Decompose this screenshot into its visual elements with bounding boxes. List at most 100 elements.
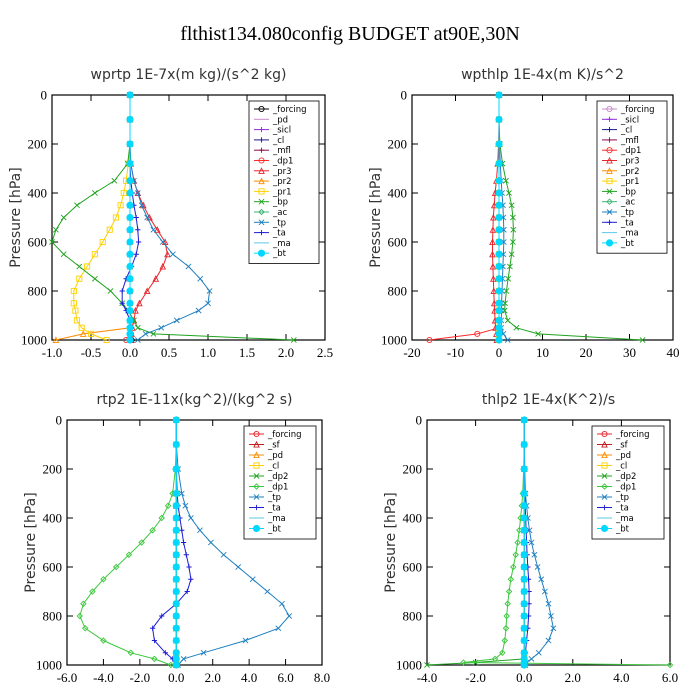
legend-marker [258, 188, 265, 195]
x-tick-label: 30 [623, 345, 636, 360]
series-point [510, 226, 517, 233]
series-point [87, 330, 95, 337]
series-point [164, 502, 172, 509]
series-point [144, 214, 151, 221]
legend-label: _mfl [620, 136, 639, 146]
series-point [495, 213, 503, 222]
x-tick-label: 4.0 [613, 670, 629, 685]
x-tick-label: 8.0 [314, 670, 330, 685]
series-point [172, 563, 180, 571]
legend-label: _ac [620, 198, 635, 208]
x-tick-label: 6.0 [277, 670, 293, 685]
panel-2: wpthlp 1E-4x(m K)/s^2 Pressure [hPa] -20 -1… [368, 67, 680, 360]
series-point [520, 636, 528, 645]
y-tick-label: 0 [401, 88, 408, 103]
series-point [126, 287, 134, 295]
panel-title: thlp2 1E-4x(K^2)/s [482, 392, 615, 408]
series-point [151, 655, 158, 663]
x-tick-label: 1.5 [239, 345, 255, 360]
panel-4: thlp2 1E-4x(K^2)/s Pressure [hPa] -4.0 -2.0… [383, 392, 678, 685]
y-tick-label: 600 [403, 560, 423, 575]
panel-3: rtp2 1E-11x(kg^2)/(kg^2 s) Pressure [hPa]… [23, 392, 330, 685]
x-tick-label: 2.0 [205, 670, 221, 685]
legend-label: _pr3 [272, 167, 292, 177]
series-point [159, 613, 165, 619]
series-point [107, 288, 114, 294]
legend-label: _tp [272, 218, 286, 228]
series-point [520, 612, 528, 620]
legend-marker [606, 147, 613, 154]
series-point [504, 600, 511, 607]
legend-marker [253, 483, 260, 490]
legend-marker [606, 127, 613, 133]
legend-marker [606, 137, 613, 143]
series-point [99, 238, 106, 246]
series-point [76, 612, 83, 620]
legend-label: _bp [272, 198, 288, 208]
series-point [513, 324, 520, 331]
series-point [106, 226, 113, 233]
legend-marker [253, 451, 260, 459]
legend-box [596, 100, 668, 254]
y-tick-label: 200 [43, 462, 63, 477]
series-point [200, 649, 207, 656]
series-point [172, 416, 180, 424]
series-point [510, 563, 517, 571]
x-tick-label: 4.0 [241, 670, 257, 685]
series-point [52, 336, 60, 344]
series-point [501, 637, 508, 644]
legend-marker [258, 137, 265, 143]
series-point [489, 238, 496, 246]
legend-label: _sicl [620, 115, 639, 125]
x-tick-label: 0 [496, 345, 503, 360]
series-point [173, 317, 180, 324]
series-point [172, 502, 180, 510]
legend-label: _dp2 [615, 472, 636, 482]
series-point [235, 564, 242, 570]
legend-marker [258, 105, 265, 113]
series-point [172, 612, 180, 620]
legend-marker [600, 524, 609, 533]
series-point [150, 330, 157, 337]
series-point [520, 526, 528, 534]
legend-label: _pr1 [272, 187, 292, 197]
legend-label: _forcing [620, 105, 655, 115]
series-point [495, 91, 503, 99]
legend-label: _dp2 [267, 472, 288, 482]
series-point [142, 330, 149, 337]
series-point [503, 288, 510, 294]
series-point [138, 539, 145, 546]
series-point [520, 649, 528, 657]
y-tick-label: 0 [41, 88, 48, 103]
legend-marker [606, 167, 613, 174]
series-point [126, 201, 134, 209]
series-point [197, 527, 203, 534]
y-axis-label: Pressure [hPa] [383, 492, 399, 592]
series-point [151, 637, 158, 644]
legend-label: _pd [267, 451, 283, 461]
y-tick-label: 400 [388, 186, 408, 201]
series-point [60, 214, 67, 221]
series-point [506, 263, 513, 270]
y-tick-label: 600 [43, 560, 63, 575]
series-point [495, 330, 503, 338]
legend-marker [253, 430, 260, 438]
series-point [180, 539, 187, 546]
legend-box [248, 100, 320, 264]
legend-marker [258, 127, 265, 133]
legend-marker [601, 483, 608, 490]
series-point [520, 489, 528, 498]
series-point [164, 250, 171, 258]
legend-label: _forcing [615, 430, 650, 440]
legend-marker [258, 230, 265, 236]
series-point [520, 440, 528, 449]
legend-marker [601, 473, 608, 479]
legend-marker [601, 504, 608, 511]
legend-marker [605, 239, 614, 247]
series-point [52, 226, 59, 233]
legend-label: _sf [267, 441, 281, 451]
series-point [495, 275, 503, 283]
legend-marker [601, 462, 608, 469]
series-point [178, 490, 185, 497]
x-tick-label: 2.5 [317, 345, 333, 360]
